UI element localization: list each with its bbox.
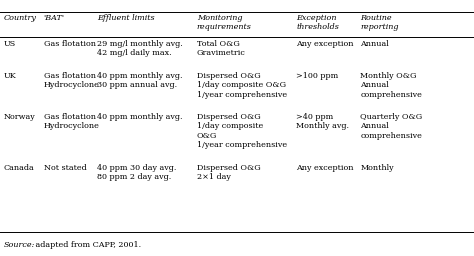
Text: Dispersed O&G
1/day composite
O&G
1/year comprehensive: Dispersed O&G 1/day composite O&G 1/year… [197,113,287,149]
Text: Monthly: Monthly [360,164,394,172]
Text: 'BAT': 'BAT' [44,14,65,22]
Text: Not stated: Not stated [44,164,86,172]
Text: Exception
thresholds: Exception thresholds [296,14,339,31]
Text: 40 ppm 30 day avg.
80 ppm 2 day avg.: 40 ppm 30 day avg. 80 ppm 2 day avg. [97,164,176,181]
Text: Dispersed O&G
2×1 day: Dispersed O&G 2×1 day [197,164,260,181]
Text: >100 ppm: >100 ppm [296,72,338,80]
Text: 29 mg/l monthly avg.
42 mg/l daily max.: 29 mg/l monthly avg. 42 mg/l daily max. [97,40,183,57]
Text: Annual: Annual [360,40,389,48]
Text: Effluent limits: Effluent limits [97,14,155,22]
Text: Routine
reporting: Routine reporting [360,14,399,31]
Text: Total O&G
Gravimetric: Total O&G Gravimetric [197,40,246,57]
Text: Gas flotation
Hydrocyclone: Gas flotation Hydrocyclone [44,72,100,89]
Text: Source:: Source: [4,241,35,249]
Text: Dispersed O&G
1/day composite O&G
1/year comprehensive: Dispersed O&G 1/day composite O&G 1/year… [197,72,287,99]
Text: 40 ppm monthly avg.
30 ppm annual avg.: 40 ppm monthly avg. 30 ppm annual avg. [97,72,182,89]
Text: Monthly O&G
Annual
comprehensive: Monthly O&G Annual comprehensive [360,72,422,99]
Text: adapted from CAPP, 2001.: adapted from CAPP, 2001. [33,241,141,249]
Text: Norway: Norway [4,113,36,121]
Text: Quarterly O&G
Annual
comprehensive: Quarterly O&G Annual comprehensive [360,113,422,140]
Text: Gas flotation: Gas flotation [44,40,96,48]
Text: UK: UK [4,72,17,80]
Text: Any exception: Any exception [296,40,354,48]
Text: Monitoring
requirements: Monitoring requirements [197,14,252,31]
Text: Gas flotation
Hydrocyclone: Gas flotation Hydrocyclone [44,113,100,130]
Text: Country: Country [4,14,36,22]
Text: 40 ppm monthly avg.: 40 ppm monthly avg. [97,113,182,121]
Text: US: US [4,40,16,48]
Text: Canada: Canada [4,164,35,172]
Text: >40 ppm
Monthly avg.: >40 ppm Monthly avg. [296,113,349,130]
Text: Any exception: Any exception [296,164,354,172]
